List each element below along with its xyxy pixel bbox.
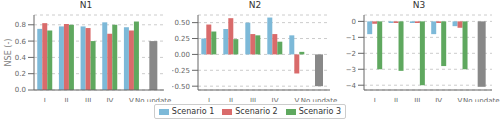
svg-text:0.25: 0.25 xyxy=(174,35,190,43)
svg-text:III: III xyxy=(414,97,420,102)
svg-text:II: II xyxy=(229,97,233,102)
svg-text:−0.25: −0.25 xyxy=(172,67,190,75)
svg-text:0.6: 0.6 xyxy=(15,38,27,46)
svg-text:−4: −4 xyxy=(346,82,357,90)
svg-text:NSE (-): NSE (-) xyxy=(8,39,13,67)
svg-text:II: II xyxy=(394,97,398,102)
html-text:N3: N3 xyxy=(412,0,426,10)
svg-text:III: III xyxy=(250,97,256,102)
svg-text:V: V xyxy=(458,97,463,102)
svg-text:0.2: 0.2 xyxy=(15,70,26,78)
svg-text:No update: No update xyxy=(463,97,492,102)
svg-text:IV: IV xyxy=(106,97,113,102)
svg-text:0.8: 0.8 xyxy=(15,21,26,29)
svg-text:No update: No update xyxy=(135,97,171,102)
svg-text:No update: No update xyxy=(301,97,337,102)
svg-text:III: III xyxy=(85,97,91,102)
svg-text:V: V xyxy=(129,97,134,102)
svg-text:−1: −1 xyxy=(346,34,356,42)
svg-text:0: 0 xyxy=(352,18,356,26)
svg-text:V: V xyxy=(295,97,300,102)
svg-text:0.50: 0.50 xyxy=(174,19,190,27)
svg-text:II: II xyxy=(64,97,68,102)
svg-text:0.4: 0.4 xyxy=(15,54,27,62)
svg-text:I: I xyxy=(44,97,46,102)
svg-text:−0.50: −0.50 xyxy=(172,83,190,91)
svg-text:IV: IV xyxy=(272,97,279,102)
svg-text:−2: −2 xyxy=(346,50,356,58)
svg-text:I: I xyxy=(208,97,210,102)
html-text:Scenario 1: Scenario 1 xyxy=(171,107,215,116)
svg-text:I: I xyxy=(374,97,376,102)
svg-text:0.0: 0.0 xyxy=(15,86,26,94)
html-text:Scenario 3: Scenario 3 xyxy=(298,107,342,116)
html-text:Scenario 2: Scenario 2 xyxy=(235,107,278,116)
html-text:N2: N2 xyxy=(248,0,262,10)
svg-text:IV: IV xyxy=(435,97,442,102)
html-text:N1: N1 xyxy=(79,0,93,10)
svg-text:−3: −3 xyxy=(346,66,356,74)
svg-text:0.00: 0.00 xyxy=(174,51,190,59)
